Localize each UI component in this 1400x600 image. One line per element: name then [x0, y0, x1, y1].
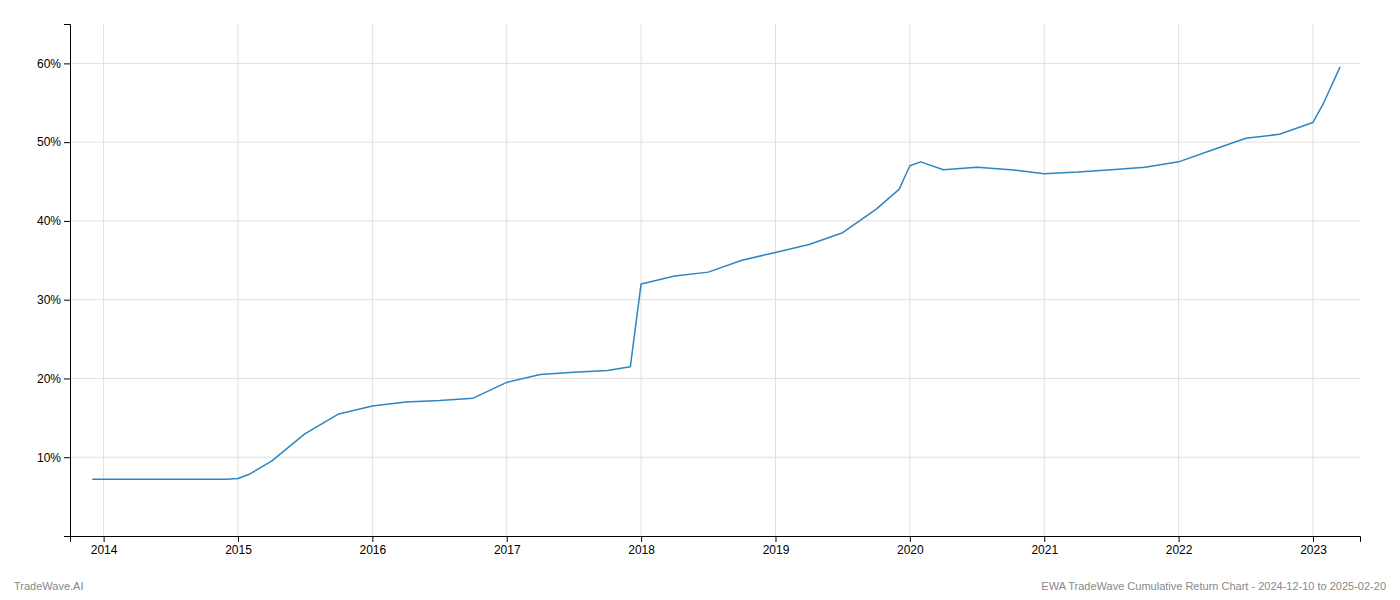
- x-tick-label: 2015: [225, 543, 252, 557]
- x-tick-mark: [1313, 536, 1314, 542]
- y-tick: 30%: [37, 293, 70, 307]
- y-tick-mark: [64, 142, 70, 143]
- y-axis-line: [64, 25, 71, 537]
- x-tick-mark: [775, 536, 776, 542]
- grid-line: [1312, 24, 1313, 536]
- x-tick-mark: [238, 536, 239, 542]
- grid-line: [775, 24, 776, 536]
- y-tick-mark: [64, 457, 70, 458]
- x-axis: 2014 2015 2016 2017 2018 2019 2020 2021 2022 2023: [71, 536, 1361, 557]
- x-tick: 2022: [1166, 536, 1193, 557]
- footer: TradeWave.AI EWA TradeWave Cumulative Ret…: [14, 580, 1386, 592]
- y-tick-mark: [64, 221, 70, 222]
- plot-area: 2014 2015 2016 2017 2018 2019 2020 2021 2022 2023…: [37, 24, 1361, 557]
- x-tick-label: 2014: [91, 543, 118, 557]
- footer-text: TradeWave.AI: [14, 580, 84, 592]
- x-tick-label: 2018: [628, 543, 655, 557]
- grid-line: [70, 299, 1360, 300]
- grid-line: [70, 63, 1360, 64]
- grid-line: [506, 24, 507, 536]
- grid-line: [70, 457, 1360, 458]
- grid-line: [909, 24, 910, 536]
- grid-line: [70, 220, 1360, 221]
- y-tick-label: 20%: [37, 372, 61, 386]
- x-tick: 2019: [763, 536, 790, 557]
- x-tick-mark: [104, 536, 105, 542]
- grid-line: [70, 378, 1360, 379]
- marks: [93, 67, 1340, 479]
- y-axis: 10% 20% 30% 40% 50% 60%: [37, 25, 71, 537]
- chart: 2014 2015 2016 2017 2018 2019 2020 2021 2022 2023…: [0, 0, 1400, 600]
- line: [93, 67, 1340, 479]
- y-tick: 60%: [37, 57, 70, 71]
- x-tick: 2017: [494, 536, 521, 557]
- x-tick-label: 2021: [1031, 543, 1058, 557]
- x-tick-label: 2017: [494, 543, 521, 557]
- x-tick-mark: [1044, 536, 1045, 542]
- grid-line: [1044, 24, 1045, 536]
- x-tick: 2021: [1031, 536, 1058, 557]
- x-tick-label: 2019: [763, 543, 790, 557]
- y-tick-label: 30%: [37, 293, 61, 307]
- x-tick-mark: [372, 536, 373, 542]
- y-tick-label: 10%: [37, 451, 61, 465]
- grid-line: [372, 24, 373, 536]
- x-tick-label: 2022: [1166, 543, 1193, 557]
- x-tick: 2016: [359, 536, 386, 557]
- x-tick-mark: [507, 536, 508, 542]
- x-tick: 2023: [1300, 536, 1327, 557]
- x-tick-label: 2023: [1300, 543, 1327, 557]
- y-tick: 50%: [37, 135, 70, 149]
- x-tick: 2018: [628, 536, 655, 557]
- x-tick: 2014: [91, 536, 118, 557]
- y-tick-label: 60%: [37, 57, 61, 71]
- x-tick-mark: [641, 536, 642, 542]
- y-tick: 10%: [37, 451, 70, 465]
- y-tick-mark: [64, 300, 70, 301]
- y-tick-mark: [64, 378, 70, 379]
- y-tick-label: 50%: [37, 135, 61, 149]
- x-tick: 2020: [897, 536, 924, 557]
- x-tick-label: 2020: [897, 543, 924, 557]
- x-tick: 2015: [225, 536, 252, 557]
- x-tick-label: 2016: [359, 543, 386, 557]
- grid-line: [1178, 24, 1179, 536]
- y-tick-label: 40%: [37, 214, 61, 228]
- y-tick-mark: [64, 63, 70, 64]
- x-tick-mark: [910, 536, 911, 542]
- x-axis-line: [71, 537, 1361, 543]
- footer-text: EWA TradeWave Cumulative Return Chart - …: [1041, 580, 1386, 592]
- grid-line: [641, 24, 642, 536]
- y-tick: 20%: [37, 372, 70, 386]
- grid: [70, 24, 1360, 536]
- grid-line: [103, 24, 104, 536]
- x-tick-mark: [1179, 536, 1180, 542]
- y-tick: 40%: [37, 214, 70, 228]
- grid-line: [70, 142, 1360, 143]
- grid-line: [237, 24, 238, 536]
